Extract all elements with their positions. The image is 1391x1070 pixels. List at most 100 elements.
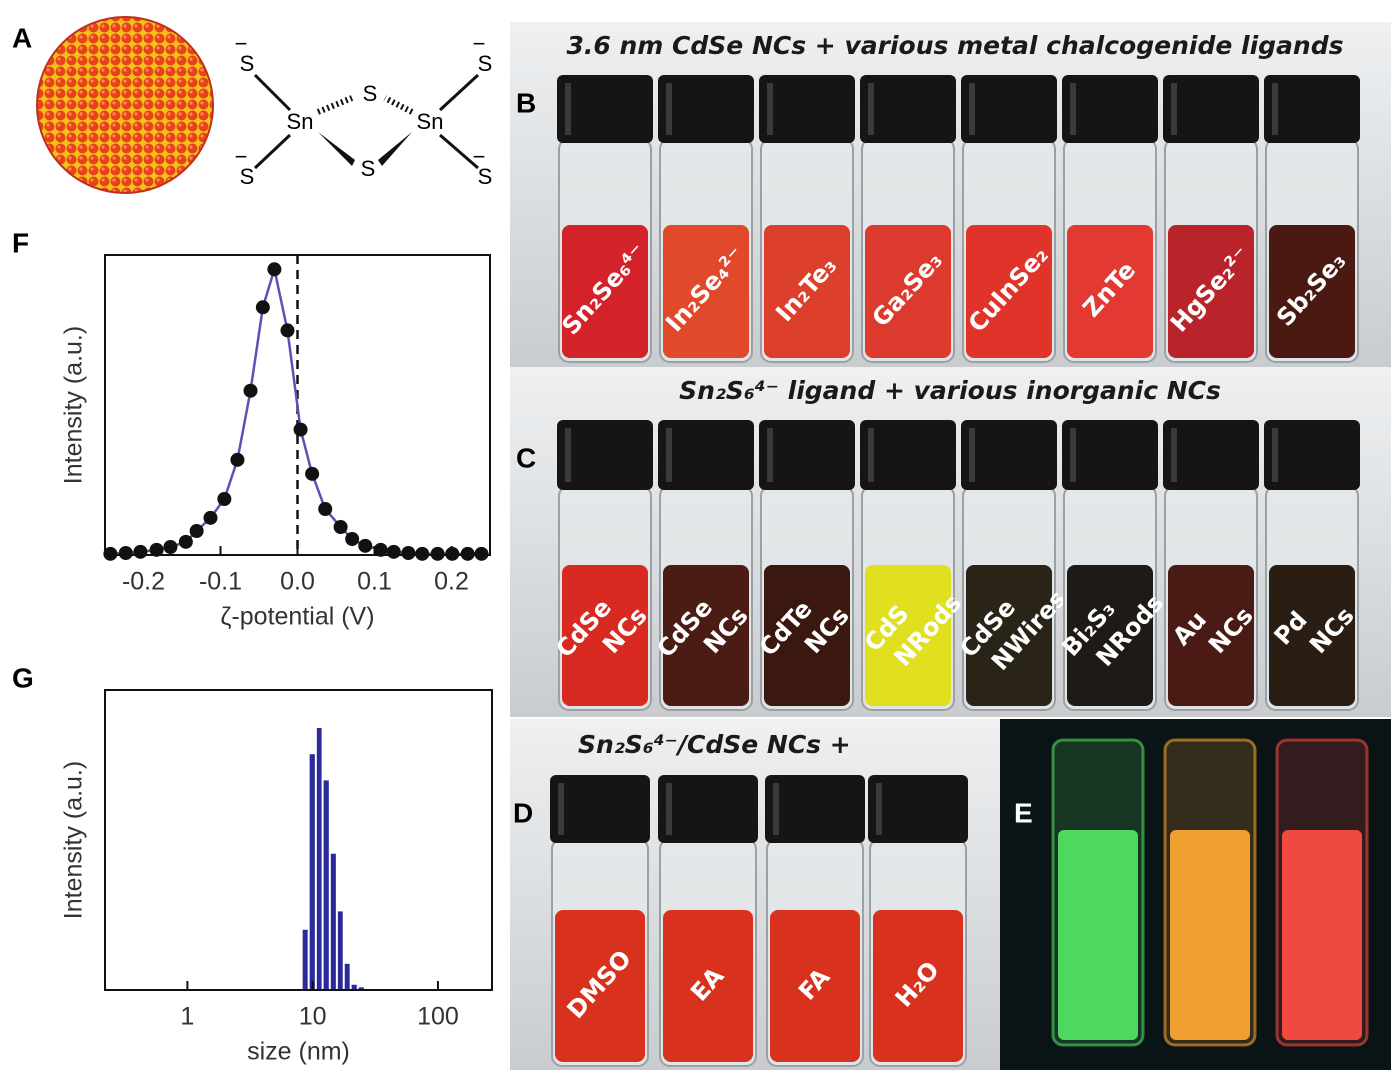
cap-shine bbox=[969, 83, 975, 135]
cap-shine bbox=[666, 783, 672, 835]
data-point bbox=[431, 547, 445, 561]
hist-bar bbox=[345, 964, 350, 990]
cap-shine bbox=[558, 783, 564, 835]
panel-letter: E bbox=[1014, 797, 1033, 828]
cap-shine bbox=[773, 783, 779, 835]
data-point bbox=[358, 539, 372, 553]
vial-cap bbox=[1062, 420, 1158, 490]
panel-letter: G bbox=[12, 662, 34, 693]
vial-cap bbox=[759, 420, 855, 490]
vial-cap bbox=[658, 420, 754, 490]
data-point bbox=[475, 547, 489, 561]
data-point bbox=[334, 520, 348, 534]
vial-cap bbox=[765, 775, 865, 843]
data-point bbox=[415, 547, 429, 561]
atom: Sn bbox=[417, 109, 444, 134]
vial-cap bbox=[550, 775, 650, 843]
data-point bbox=[461, 547, 475, 561]
cap-shine bbox=[868, 428, 874, 482]
glow-liquid bbox=[1058, 830, 1138, 1040]
cap-shine bbox=[868, 83, 874, 135]
x-tick-label: 10 bbox=[299, 1003, 327, 1031]
wedge bbox=[318, 132, 355, 166]
x-tick-label: 100 bbox=[417, 1003, 459, 1031]
vial-cap bbox=[860, 75, 956, 143]
atom: S bbox=[361, 156, 376, 181]
panel-title: 3.6 nm CdSe NCs + various metal chalcoge… bbox=[567, 31, 1344, 60]
y-axis-label: Intensity (a.u.) bbox=[60, 326, 88, 484]
data-point bbox=[244, 384, 258, 398]
x-axis-label: size (nm) bbox=[247, 1038, 350, 1066]
panel-letter: B bbox=[516, 87, 536, 118]
panel-letter: F bbox=[12, 227, 29, 258]
cap-shine bbox=[969, 428, 975, 482]
atom: Sn bbox=[287, 109, 314, 134]
data-point bbox=[203, 511, 217, 525]
vial-cap bbox=[1062, 75, 1158, 143]
data-point bbox=[401, 546, 415, 560]
cap-shine bbox=[767, 83, 773, 135]
cap-shine bbox=[1272, 428, 1278, 482]
vial-cap bbox=[1264, 75, 1360, 143]
charge: − bbox=[235, 31, 248, 56]
vial-cap bbox=[961, 75, 1057, 143]
plot-frame bbox=[105, 690, 492, 990]
hist-bar bbox=[331, 854, 336, 990]
cap-shine bbox=[666, 428, 672, 482]
cap-shine bbox=[767, 428, 773, 482]
data-point bbox=[305, 467, 319, 481]
vial-cap bbox=[557, 420, 653, 490]
vial-cap bbox=[868, 775, 968, 843]
data-point bbox=[256, 300, 270, 314]
charge: − bbox=[473, 31, 486, 56]
y-axis-label: Intensity (a.u.) bbox=[60, 761, 88, 919]
hist-bar bbox=[338, 911, 343, 990]
x-tick-label: -0.2 bbox=[122, 568, 165, 596]
glow-liquid bbox=[1282, 830, 1362, 1040]
hist-bar bbox=[324, 780, 329, 990]
cap-shine bbox=[1171, 83, 1177, 135]
x-tick-label: 1 bbox=[180, 1003, 194, 1031]
data-point bbox=[190, 524, 204, 538]
x-tick-label: -0.1 bbox=[199, 568, 242, 596]
vial-cap bbox=[658, 75, 754, 143]
data-point bbox=[179, 535, 193, 549]
panel-letter: D bbox=[513, 797, 533, 828]
charge: − bbox=[235, 144, 248, 169]
panel-title: Sn₂S₆⁴⁻ ligand + various inorganic NCs bbox=[679, 376, 1221, 405]
x-tick-label: 0.0 bbox=[280, 568, 315, 596]
vial-cap bbox=[658, 775, 758, 843]
panel-title: Sn₂S₆⁴⁻/CdSe NCs + bbox=[578, 730, 851, 759]
atom: S bbox=[363, 81, 378, 106]
hist-bar bbox=[303, 930, 308, 990]
data-point bbox=[163, 540, 177, 554]
vial-cap bbox=[1163, 75, 1259, 143]
cap-shine bbox=[876, 783, 882, 835]
data-point bbox=[133, 545, 147, 559]
hist-bar bbox=[310, 754, 315, 990]
x-tick-label: 0.1 bbox=[357, 568, 392, 596]
data-point bbox=[345, 532, 359, 546]
cap-shine bbox=[565, 83, 571, 135]
data-point bbox=[267, 262, 281, 276]
vial-cap bbox=[759, 75, 855, 143]
cap-shine bbox=[1171, 428, 1177, 482]
vial-cap bbox=[1264, 420, 1360, 490]
data-point bbox=[280, 323, 294, 337]
vial-cap bbox=[860, 420, 956, 490]
panel-letter: C bbox=[516, 442, 536, 473]
cap-shine bbox=[565, 428, 571, 482]
data-point bbox=[294, 423, 308, 437]
data-point bbox=[318, 502, 332, 516]
x-tick-label: 0.2 bbox=[434, 568, 469, 596]
fit-line bbox=[110, 269, 481, 554]
hist-bar bbox=[317, 728, 322, 990]
vial-cap bbox=[961, 420, 1057, 490]
cap-shine bbox=[1070, 83, 1076, 135]
data-point bbox=[230, 453, 244, 467]
data-point bbox=[387, 545, 401, 559]
panel-letter: A bbox=[12, 22, 32, 53]
wedge bbox=[378, 132, 412, 166]
glow-liquid bbox=[1170, 830, 1250, 1040]
data-point bbox=[217, 492, 231, 506]
